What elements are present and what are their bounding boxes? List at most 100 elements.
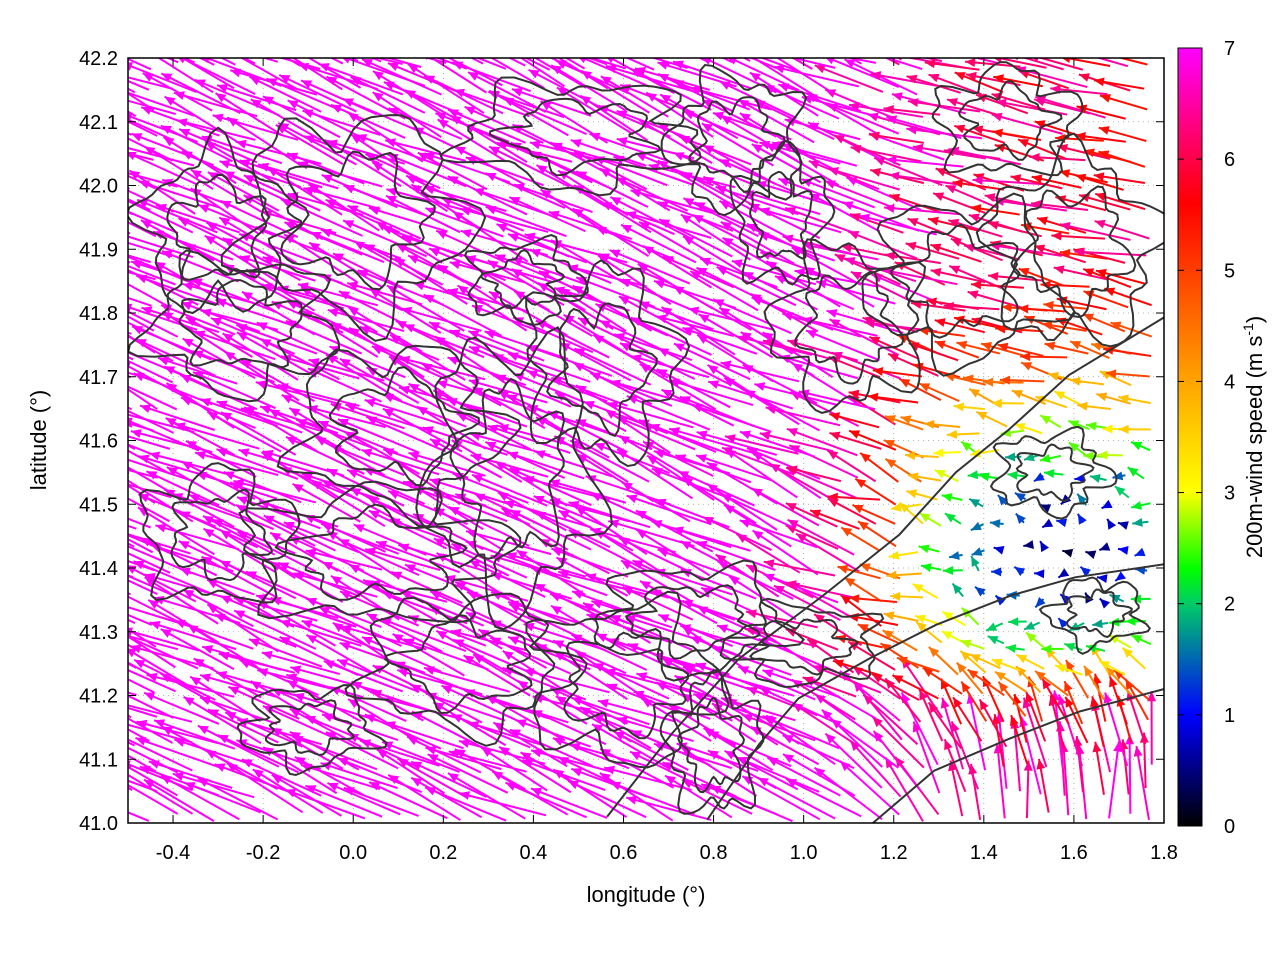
wind-vector-head [111, 453, 122, 462]
wind-vector [214, 763, 295, 795]
wind-vector-head [290, 21, 301, 30]
wind-vector-head [833, 659, 844, 669]
wind-vector-head [991, 398, 1002, 408]
wind-vector-head [891, 92, 903, 102]
wind-vector-head [1092, 741, 1102, 753]
wind-vector [243, 406, 318, 452]
wind-vector-head [738, 666, 750, 675]
wind-vector [824, 180, 897, 210]
wind-vector [575, 505, 648, 555]
wind-vector-head [1147, 691, 1157, 702]
wind-vector-head [113, 719, 124, 728]
wind-vector [463, 654, 531, 697]
wind-vector-head [332, 622, 344, 632]
wind-vector-head [485, 441, 497, 451]
wind-vector-head [1105, 666, 1116, 678]
wind-vector-head [164, 96, 176, 106]
wind-vector [329, 345, 406, 379]
wind-vector [337, 757, 422, 793]
wind-vector [689, 270, 759, 312]
wind-vector [787, 518, 855, 556]
wind-vector-head [256, 593, 267, 603]
wind-vector [490, 572, 572, 600]
wind-vector [626, 395, 711, 431]
wind-vector-head [509, 468, 521, 477]
wind-vector [128, 385, 178, 411]
wind-vector-head [676, 742, 688, 752]
wind-vector-head [469, 560, 481, 569]
wind-vector [432, 389, 504, 426]
wind-vector-head [502, 650, 514, 661]
colorbar-tick-label: 0 [1224, 816, 1235, 838]
wind-vector [677, 470, 755, 507]
wind-vector [370, 58, 382, 63]
wind-vector-head [1098, 126, 1110, 135]
wind-vector-head [488, 90, 500, 100]
wind-vector [535, 416, 610, 459]
wind-vector-head [554, 286, 566, 296]
wind-vector-head [305, 548, 317, 558]
contour-line [479, 248, 566, 310]
wind-vector [233, 597, 318, 622]
x-tick-label: 1.0 [790, 842, 818, 864]
wind-vector [470, 454, 549, 478]
wind-vector-head [694, 202, 706, 211]
wind-vector-head [1074, 247, 1085, 257]
wind-vector-head [59, 177, 70, 186]
wind-vector-head [886, 155, 897, 165]
wind-vector [128, 296, 152, 307]
wind-vector [128, 221, 157, 238]
wind-vector [618, 295, 692, 336]
x-tick-label: -0.2 [246, 842, 280, 864]
wind-vector-head [966, 71, 977, 81]
wind-vector-head [597, 699, 609, 708]
wind-vector-head [1095, 192, 1107, 202]
wind-vector-head [321, 174, 333, 184]
wind-vector [473, 188, 551, 217]
wind-vector [804, 676, 877, 720]
wind-vector-head [1036, 758, 1046, 770]
wind-vector [361, 636, 442, 673]
wind-vector-head [372, 92, 384, 102]
wind-vector-head [621, 224, 633, 234]
wind-vector-head [155, 523, 167, 533]
wind-vector [619, 83, 694, 114]
wind-vector [736, 756, 820, 793]
wind-vector-head [58, 243, 69, 252]
wind-vector-head [347, 469, 359, 479]
wind-vector-head [942, 565, 954, 575]
wind-vector-head [140, 220, 152, 229]
wind-vector [741, 713, 816, 742]
wind-vector-head [1005, 644, 1017, 653]
wind-vector-head [293, 571, 305, 581]
wind-vector-head [101, 200, 112, 208]
wind-vector-head [238, 448, 250, 458]
wind-vector [202, 515, 276, 556]
wind-vector [502, 97, 587, 136]
wind-vector-head [339, 642, 351, 651]
wind-vector-head [956, 662, 967, 674]
wind-vector-head [347, 112, 359, 122]
wind-vector-head [863, 694, 874, 705]
wind-vector [886, 158, 964, 168]
wind-vector [239, 255, 316, 282]
wind-vector-head [1054, 391, 1066, 400]
wind-vector-head [249, 638, 260, 647]
wind-vector-head [1040, 415, 1052, 425]
wind-vector-head [494, 40, 505, 49]
wind-vector [694, 201, 775, 240]
wind-vector [338, 538, 420, 577]
wind-vector [868, 132, 945, 161]
wind-vector-head [96, 474, 107, 483]
wind-vector-head [364, 398, 376, 408]
wind-vector [779, 355, 859, 380]
wind-vector-head [200, 696, 212, 705]
wind-vector [681, 778, 753, 815]
wind-vector [136, 720, 220, 745]
wind-vector-head [775, 275, 787, 285]
wind-vector [824, 88, 896, 120]
wind-vector [728, 575, 797, 621]
wind-vector [128, 310, 179, 338]
wind-vector-head [140, 28, 151, 36]
wind-vector-head [157, 25, 168, 34]
